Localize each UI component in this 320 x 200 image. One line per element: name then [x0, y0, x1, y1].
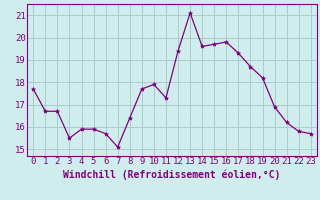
X-axis label: Windchill (Refroidissement éolien,°C): Windchill (Refroidissement éolien,°C) — [63, 169, 281, 180]
